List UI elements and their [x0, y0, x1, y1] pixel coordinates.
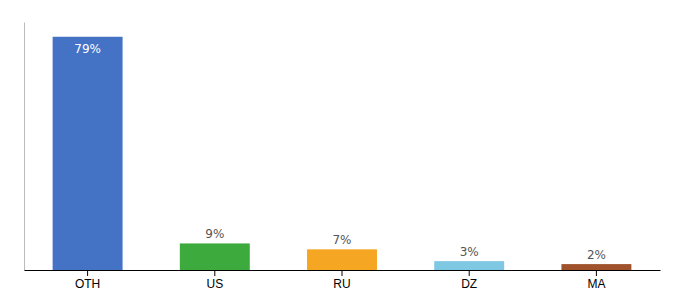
data-label: 79%: [74, 42, 101, 56]
x-tick: MA: [587, 270, 605, 291]
chart-container: OTH US RU DZ MA 79% 9% 7% 3% 2%: [0, 0, 680, 300]
x-tick-label: OTH: [75, 277, 100, 291]
data-labels: 79% 9% 7% 3% 2%: [74, 42, 606, 262]
x-tick-label: US: [206, 277, 223, 291]
x-tick-mark: [469, 270, 470, 276]
x-tick-mark: [596, 270, 597, 276]
x-tick-label: RU: [333, 277, 350, 291]
x-tick-mark: [214, 270, 215, 276]
bars: [53, 37, 632, 270]
x-tick: OTH: [75, 270, 100, 291]
x-tick-label: MA: [587, 277, 605, 291]
x-tick-mark: [342, 270, 343, 276]
plot-area: OTH US RU DZ MA 79% 9% 7% 3% 2%: [25, 23, 661, 291]
data-label: 7%: [332, 233, 351, 247]
x-tick-mark: [87, 270, 88, 276]
x-tick: DZ: [461, 270, 477, 291]
x-tick: US: [206, 270, 223, 291]
y-axis-line: [24, 23, 25, 271]
bar: [434, 261, 504, 270]
data-label: 9%: [205, 227, 224, 241]
x-tick-label: DZ: [461, 277, 477, 291]
data-label: 3%: [460, 245, 479, 259]
x-tick: RU: [333, 270, 350, 291]
bar: [180, 243, 250, 270]
bar: [53, 37, 123, 270]
bar: [561, 264, 631, 270]
x-axis: OTH US RU DZ MA: [25, 270, 661, 291]
y-axis: [24, 23, 25, 271]
chart-svg: OTH US RU DZ MA 79% 9% 7% 3% 2%: [0, 0, 680, 300]
bar: [307, 249, 377, 270]
data-label: 2%: [587, 248, 606, 262]
